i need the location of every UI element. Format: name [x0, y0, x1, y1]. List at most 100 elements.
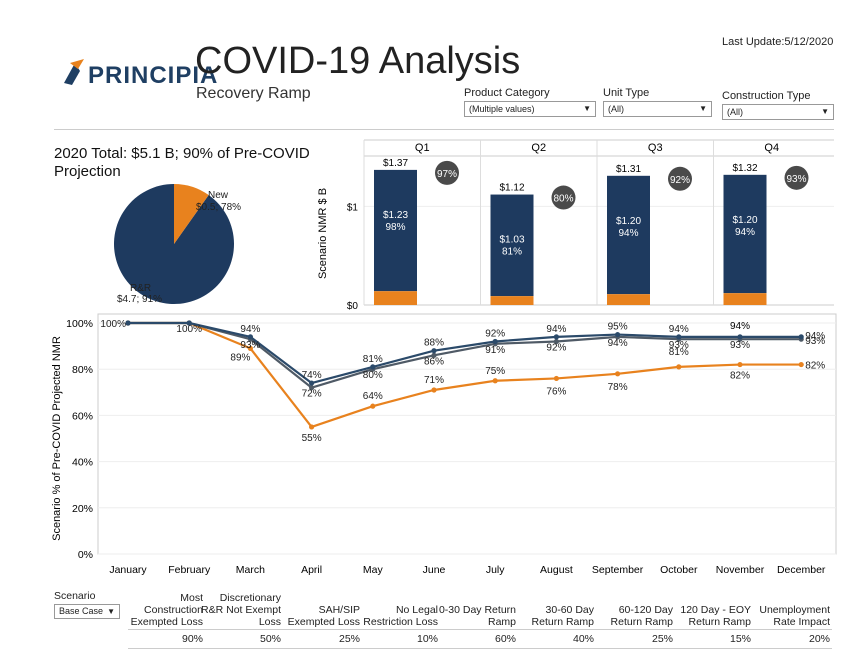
line-data-label: 86% — [424, 356, 444, 367]
line-data-label: 81% — [363, 354, 383, 365]
line-point — [553, 334, 560, 340]
line-xtick: February — [168, 564, 211, 576]
line-point — [125, 320, 131, 326]
line-data-label: 94% — [669, 324, 689, 335]
bar-inner-label: $1.03 — [499, 235, 524, 246]
line-data-label: 92% — [546, 342, 566, 353]
bar-ytick: $1 — [347, 202, 359, 213]
pie-value-rr: $4.7; 91% — [117, 294, 163, 305]
line-point — [676, 334, 682, 340]
line-xtick: August — [540, 564, 573, 576]
line-point — [431, 352, 437, 358]
line-data-label: 93% — [805, 336, 825, 347]
line-point — [186, 320, 192, 326]
line-point — [553, 338, 560, 345]
unit-type-value: (All) — [608, 104, 624, 114]
assumption-value: 40% — [572, 633, 594, 645]
line-data-label: 93% — [730, 340, 750, 351]
pie-slice-rr — [113, 184, 234, 304]
logo-text: PRINCIPIA — [88, 62, 219, 89]
chevron-down-icon: ▼ — [583, 104, 591, 113]
bar-total-label: $1.31 — [616, 164, 641, 175]
bar-percent-badge — [551, 185, 576, 210]
bar-category-label: Q1 — [415, 142, 430, 154]
line-point — [676, 364, 682, 370]
construction-type-value: (All) — [727, 107, 743, 117]
assumption-header: Unemployment Rate Impact — [759, 604, 830, 628]
line-point — [737, 334, 743, 340]
line-data-label: 95% — [608, 322, 628, 333]
line-ytick: 40% — [72, 457, 93, 469]
bar-segment-new — [490, 296, 534, 305]
pie-label-new: New — [208, 190, 229, 201]
pie-slice-new — [174, 184, 209, 244]
line-point — [615, 331, 621, 338]
line-point — [247, 334, 253, 340]
assumption-header: 60-120 Day Return Ramp — [610, 604, 673, 628]
chevron-down-icon: ▼ — [699, 104, 707, 113]
chevron-down-icon: ▼ — [821, 107, 829, 116]
assumption-header: No Legal Restriction Loss — [363, 604, 438, 628]
last-update: Last Update:5/12/2020 — [722, 36, 834, 48]
bar-inner-pct: 94% — [735, 227, 755, 238]
line-data-label: 94% — [805, 331, 825, 342]
line-xtick: June — [423, 564, 446, 576]
assumption-value: 25% — [338, 633, 360, 645]
bar-category-label: Q4 — [764, 142, 779, 154]
assumption-header: Most Construction Exempted Loss — [130, 592, 203, 628]
pie-label-rr: R&R — [130, 283, 152, 294]
bar-category-label: Q3 — [648, 142, 663, 154]
bar-segment-new — [723, 293, 767, 305]
line-xtick: November — [716, 564, 765, 576]
line-data-label: 74% — [302, 370, 322, 381]
assumption-header: SAH/SIP Exempted Loss — [287, 604, 360, 628]
line-point — [737, 361, 743, 368]
chevron-down-icon: ▼ — [107, 607, 115, 616]
bar-inner-label: $1.20 — [732, 215, 757, 226]
line-point — [309, 380, 315, 386]
bar-segment-new — [607, 294, 650, 305]
line-data-label: 71% — [424, 375, 444, 386]
bar-percent-badge — [668, 166, 692, 191]
product-category-value: (Multiple values) — [469, 104, 535, 114]
line-point — [431, 348, 437, 354]
assumption-value: 50% — [259, 633, 281, 645]
line-data-label: 82% — [730, 371, 750, 382]
bar-inner-pct: 98% — [385, 222, 405, 233]
construction-type-select[interactable]: (All) ▼ — [722, 104, 834, 120]
bar-segment-new — [374, 291, 417, 305]
bar-percent-badge — [784, 165, 809, 190]
scenario-label: Scenario — [54, 590, 96, 602]
logo-mark-icon — [64, 59, 84, 85]
line-point — [798, 361, 804, 368]
line-ytick: 20% — [72, 503, 93, 515]
assumption-header: 120 Day - EOY Return Ramp — [680, 604, 751, 628]
line-data-label: 80% — [363, 370, 383, 381]
assumption-divider — [128, 648, 832, 649]
bar-y-axis-label: Scenario NMR $ B — [317, 188, 329, 279]
line-xtick: January — [109, 564, 147, 576]
line-point — [309, 385, 315, 391]
bar-segment-rr — [374, 169, 417, 292]
unit-type-select[interactable]: (All) ▼ — [603, 101, 712, 117]
scenario-select[interactable]: Base Case ▼ — [54, 604, 120, 619]
line-ytick: 80% — [72, 364, 93, 376]
product-category-label: Product Category — [464, 87, 550, 99]
assumption-value: 15% — [729, 633, 751, 645]
bar-total-label: $1.32 — [732, 163, 757, 174]
line-data-label: 91% — [485, 345, 505, 356]
assumption-value: 60% — [494, 633, 516, 645]
line-series — [128, 321, 802, 389]
header-divider — [54, 129, 834, 130]
line-annotation: 94% — [730, 321, 750, 332]
bar-ytick: $0 — [347, 301, 359, 310]
product-category-select[interactable]: (Multiple values) ▼ — [464, 101, 596, 117]
line-data-label: 78% — [608, 382, 628, 393]
line-xtick: December — [777, 564, 826, 576]
assumption-header: 30-60 Day Return Ramp — [531, 604, 594, 628]
line-data-label: 72% — [302, 389, 322, 400]
bar-total-label: $1.37 — [383, 158, 408, 169]
bar-total-label: $1.12 — [499, 183, 524, 194]
line-xtick: April — [301, 564, 322, 576]
